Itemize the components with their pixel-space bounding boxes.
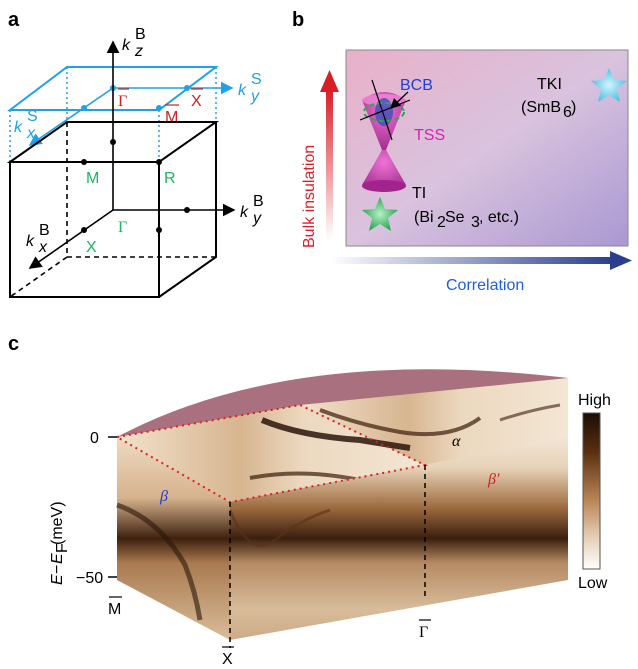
kx-bulk-label: k x B bbox=[26, 222, 50, 256]
ti-label: TI bbox=[412, 185, 426, 202]
panel-b: b Bulk insulation Correlation BCB TSS TK… bbox=[292, 9, 632, 294]
colorbar-low-label: Low bbox=[578, 575, 608, 592]
svg-text:x: x bbox=[26, 125, 36, 142]
intensity-colorbar bbox=[582, 412, 601, 570]
panel-c-letter: c bbox=[8, 333, 19, 355]
bulk-point-dot bbox=[81, 159, 87, 165]
svg-text:−: − bbox=[49, 565, 66, 574]
svg-text:z: z bbox=[134, 43, 143, 60]
left-spectrum-face bbox=[117, 437, 230, 640]
svg-text:E: E bbox=[49, 574, 66, 585]
y-tick-label: −50 bbox=[76, 570, 103, 587]
surface-point-dot bbox=[81, 105, 87, 111]
svg-text:B: B bbox=[135, 26, 146, 43]
bcb-pocket bbox=[375, 98, 393, 126]
bulk-insulation-arrow-shaft bbox=[326, 90, 333, 240]
gamma-bar-label: Γ bbox=[419, 624, 428, 641]
svg-text:F: F bbox=[54, 543, 71, 553]
svg-text:3: 3 bbox=[471, 214, 480, 231]
tki-label: TKI bbox=[537, 76, 562, 93]
band-feature bbox=[249, 471, 361, 482]
svg-text:x: x bbox=[38, 239, 48, 256]
kz-bulk-label: k z B bbox=[122, 26, 146, 60]
ky-bulk-label: k y B bbox=[240, 193, 264, 227]
panel-b-letter: b bbox=[292, 9, 304, 31]
svg-text:y: y bbox=[250, 88, 260, 105]
tki-star-icon bbox=[591, 68, 627, 102]
bulk-r-label: R bbox=[164, 170, 176, 187]
kx-surface-label: k x S bbox=[14, 108, 38, 142]
svg-text:6: 6 bbox=[563, 104, 572, 121]
bulk-brillouin-zone-cube: M R Γ X k z B k y B k x B bbox=[6, 26, 264, 298]
svg-text:k: k bbox=[240, 204, 249, 221]
svg-text:Se: Se bbox=[445, 209, 465, 226]
svg-text:k: k bbox=[14, 119, 23, 136]
x-bar-label: X bbox=[222, 651, 233, 668]
svg-text:E: E bbox=[49, 553, 66, 564]
svg-text:B: B bbox=[39, 222, 50, 239]
front-spectrum-face bbox=[230, 437, 568, 640]
svg-text:): ) bbox=[571, 99, 576, 116]
bulk-point-dot bbox=[184, 207, 190, 213]
colorbar-high-label: High bbox=[578, 392, 611, 409]
panel-a: a Γ X M k y S bbox=[6, 9, 264, 298]
svg-text:y: y bbox=[252, 210, 262, 227]
svg-text:k: k bbox=[238, 82, 247, 99]
m-bar-label: M bbox=[108, 601, 121, 618]
band-feature bbox=[319, 408, 482, 437]
bulk-point-dot bbox=[110, 139, 116, 145]
panel-c: c 0 −50 E − E F (meV bbox=[8, 333, 611, 668]
kx-surface-axis bbox=[28, 87, 114, 146]
bulk-m-label: M bbox=[86, 170, 99, 187]
bcb-label: BCB bbox=[400, 77, 433, 94]
bulk-insulation-label: Bulk insulation bbox=[301, 145, 318, 248]
bulk-point-dot bbox=[156, 159, 162, 165]
correlation-arrow-shaft bbox=[330, 257, 612, 264]
y-axis-label: E − E F (meV) bbox=[49, 501, 71, 585]
svg-text:(meV): (meV) bbox=[49, 501, 66, 545]
panel-a-letter: a bbox=[8, 9, 20, 31]
svg-text:k: k bbox=[122, 37, 131, 54]
svg-text:, etc.): , etc.) bbox=[479, 209, 519, 226]
ky-surface-label: k y S bbox=[238, 71, 262, 105]
band-feature bbox=[260, 417, 411, 451]
svg-text:k: k bbox=[26, 233, 35, 250]
band-feature bbox=[499, 403, 561, 422]
svg-text:S: S bbox=[27, 108, 38, 125]
bulk-gamma-label: Γ bbox=[118, 219, 127, 236]
bulk-point-dot bbox=[156, 227, 162, 233]
alpha-band-label: α bbox=[452, 433, 461, 450]
y-tick-label: 0 bbox=[90, 430, 99, 447]
surface-x-label: X bbox=[191, 93, 202, 110]
tss-label: TSS bbox=[414, 127, 445, 144]
surface-brillouin-zone: Γ X M k y S k x S bbox=[7, 66, 262, 162]
svg-text:B: B bbox=[253, 193, 264, 210]
surface-gamma-label: Γ bbox=[118, 93, 127, 110]
surface-m-label: M bbox=[165, 109, 178, 126]
band-feature bbox=[116, 502, 203, 621]
dirac-cone-illustration bbox=[359, 79, 411, 192]
surface-point-dot bbox=[184, 85, 190, 91]
ti-material-label: (Bi 2 Se 3 , etc.) bbox=[414, 209, 519, 231]
correlation-label: Correlation bbox=[446, 277, 524, 294]
bulk-insulation-arrow-head bbox=[320, 70, 339, 92]
surface-point-dot bbox=[156, 105, 162, 111]
svg-text:S: S bbox=[251, 71, 262, 88]
bulk-x-label: X bbox=[86, 239, 97, 256]
beta-prime-band-label: β' bbox=[487, 471, 500, 488]
svg-text:2: 2 bbox=[437, 214, 446, 231]
beta-band-label: β bbox=[159, 488, 168, 505]
band-feature bbox=[228, 508, 331, 548]
fermi-surface-map-face bbox=[300, 378, 568, 465]
cube-hidden-edge bbox=[9, 256, 68, 298]
correlation-arrow-head bbox=[610, 251, 632, 270]
bulk-point-dot bbox=[81, 227, 87, 233]
svg-text:(Bi: (Bi bbox=[414, 209, 434, 226]
ti-star-icon bbox=[362, 197, 398, 231]
kx-bulk-axis bbox=[28, 209, 114, 269]
tki-material-label: (SmB 6 ) bbox=[521, 99, 576, 121]
svg-text:(SmB: (SmB bbox=[521, 99, 561, 116]
